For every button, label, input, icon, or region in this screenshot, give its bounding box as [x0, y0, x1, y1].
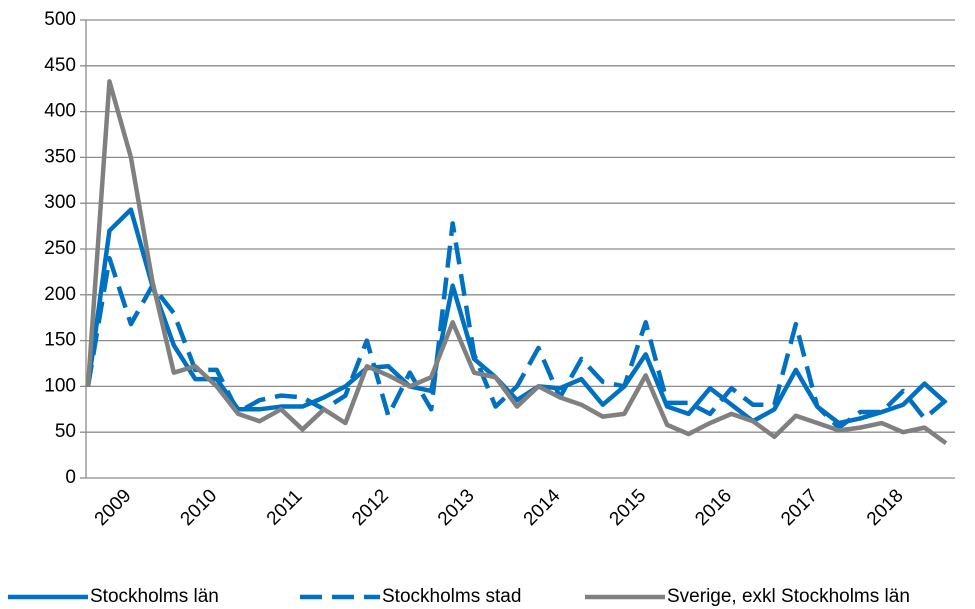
- y-tick-label: 300: [44, 192, 76, 213]
- x-tick-label: 2009: [91, 485, 136, 530]
- x-tick-label: 2016: [691, 485, 736, 530]
- legend-label: Stockholms län: [90, 586, 219, 607]
- y-tick-label: 350: [44, 146, 76, 167]
- series-line: [85, 79, 948, 446]
- legend-label: Stockholms stad: [382, 586, 521, 607]
- y-tick-label: 50: [55, 421, 76, 442]
- legend-label: Sverige, exkl Stockholms län: [667, 586, 910, 607]
- y-tick-label: 0: [65, 467, 76, 488]
- x-tick-label: 2013: [434, 485, 479, 530]
- x-tick-label: 2010: [177, 485, 222, 530]
- x-tick-label: 2017: [777, 485, 822, 530]
- y-tick-label: 200: [44, 284, 76, 305]
- y-tick-label: 250: [44, 238, 76, 259]
- y-tick-label: 150: [44, 330, 76, 351]
- x-tick-label: 2011: [263, 486, 307, 530]
- y-tick-label: 450: [44, 55, 76, 76]
- x-tick-label: 2018: [863, 485, 908, 530]
- y-tick-label: 500: [44, 9, 76, 30]
- series-line: [85, 221, 948, 430]
- x-tick-label: 2015: [606, 485, 651, 530]
- x-tick-label: 2014: [520, 485, 565, 530]
- series-line: [85, 207, 948, 426]
- x-tick-label: 2012: [348, 485, 393, 530]
- y-tick-label: 400: [44, 101, 76, 122]
- y-tick-label: 100: [44, 375, 76, 396]
